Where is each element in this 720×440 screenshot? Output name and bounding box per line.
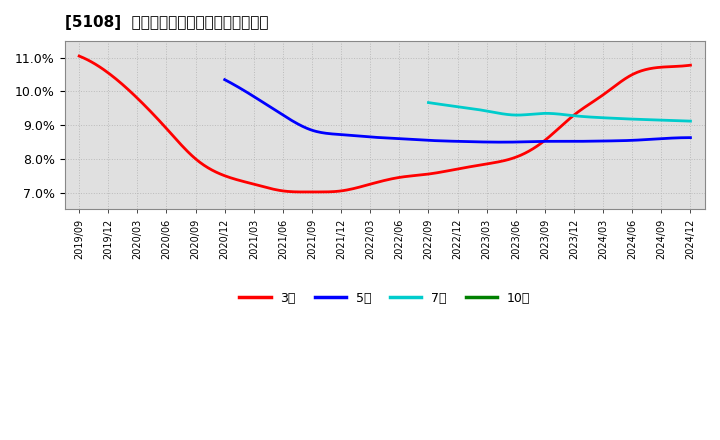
Legend: 3年, 5年, 7年, 10年: 3年, 5年, 7年, 10年 [234, 286, 535, 309]
Title: [5108]  経常利益マージンの平均値の推移: [5108] 経常利益マージンの平均値の推移 [65, 15, 268, 30]
